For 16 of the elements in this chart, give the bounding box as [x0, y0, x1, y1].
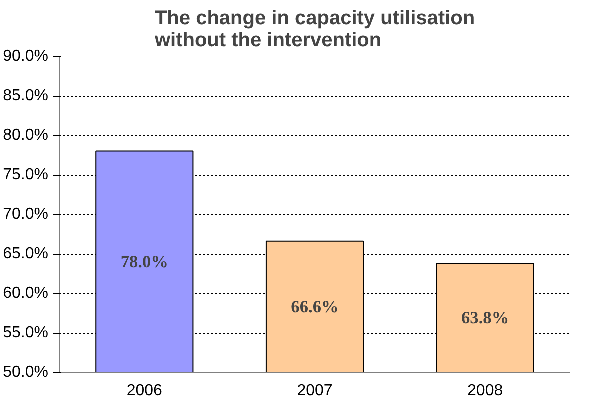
data-label: 66.6% [291, 297, 339, 316]
x-tick-label: 2008 [468, 382, 504, 400]
y-tick-label: 85.0% [3, 88, 49, 104]
y-tick-label: 80.0% [3, 127, 49, 144]
data-label: 63.8% [462, 308, 510, 328]
y-tick-label: 70.0% [3, 206, 49, 223]
x-tick-label: 2007 [297, 382, 333, 400]
y-tick-label: 50.0% [3, 364, 49, 381]
chart-title: The change in capacity utilisation without the intervention [154, 8, 476, 52]
data-label: 78.0% [120, 252, 168, 272]
y-tick-label: 65.0% [3, 246, 49, 262]
y-tick-label: 55.0% [3, 324, 49, 342]
x-tick-label: 2006 [126, 382, 163, 400]
y-tick-label: 75.0% [3, 166, 49, 184]
y-tick-label: 90.0% [3, 48, 49, 65]
y-tick-label: 60.0% [3, 285, 49, 302]
